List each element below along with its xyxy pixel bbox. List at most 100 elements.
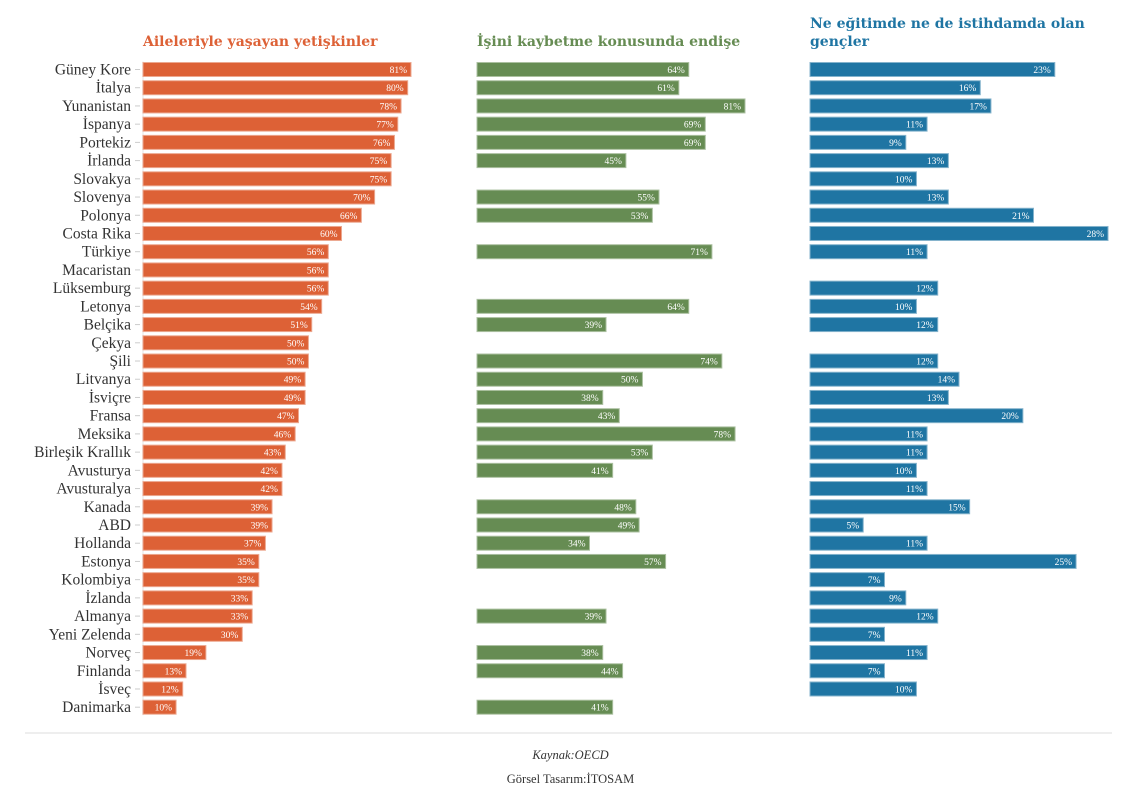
country-label: Macaristan — [62, 262, 131, 279]
value-label: 17% — [970, 102, 988, 112]
bar — [142, 371, 306, 387]
value-label: 50% — [287, 358, 305, 368]
value-label: 48% — [614, 503, 632, 513]
bar — [476, 444, 653, 460]
value-label: 7% — [868, 631, 881, 641]
country-label: İspanya — [83, 116, 131, 133]
value-label: 69% — [684, 139, 702, 149]
bars: 81% 80% 78% 77% 76% 75% 75% 70% 66%60% 56% 56% 56% 5… — [142, 62, 1109, 715]
bar — [142, 517, 273, 533]
value-label: 12% — [161, 685, 179, 695]
bar — [476, 371, 643, 387]
bar — [476, 189, 660, 205]
country-label: Slovakya — [73, 171, 131, 188]
value-label: 39% — [585, 613, 603, 623]
bar — [142, 553, 260, 569]
value-label: 28% — [1087, 230, 1105, 240]
bar — [809, 225, 1109, 241]
value-label: 42% — [261, 485, 279, 495]
bar — [476, 98, 746, 114]
value-label: 53% — [631, 449, 649, 459]
value-label: 5% — [847, 522, 860, 532]
bar — [809, 207, 1034, 223]
value-label: 12% — [916, 285, 934, 295]
country-label: Avusturya — [68, 462, 132, 479]
country-label: Almanya — [74, 608, 131, 625]
bar — [142, 116, 399, 132]
value-label: 13% — [927, 194, 945, 204]
country-label: İsviçre — [89, 389, 131, 406]
bar — [809, 62, 1056, 77]
bar — [476, 699, 614, 715]
value-label: 77% — [376, 121, 394, 131]
category-axis: Güney KoreİtalyaYunanistanİspanyaPorteki… — [34, 61, 144, 716]
bar — [142, 663, 187, 679]
value-label: 11% — [906, 485, 923, 495]
value-label: 11% — [906, 449, 923, 459]
country-label: Türkiye — [82, 244, 131, 261]
panel-title: gençler — [810, 34, 870, 50]
bar — [476, 153, 627, 169]
value-label: 57% — [644, 558, 662, 568]
bar — [142, 681, 184, 697]
value-label: 60% — [320, 230, 338, 240]
bar — [142, 80, 409, 96]
bar — [809, 244, 928, 260]
bar — [476, 499, 637, 515]
value-label: 61% — [657, 84, 675, 94]
bar — [476, 353, 723, 369]
panel-title: Aileleriyle yaşayan yetişkinler — [142, 34, 378, 50]
value-label: 51% — [290, 321, 308, 331]
bar — [142, 335, 309, 351]
value-label: 12% — [916, 613, 934, 623]
value-label: 38% — [581, 649, 599, 659]
value-label: 75% — [370, 157, 388, 167]
panel-title: Ne eğitimde ne de istihdamda olan — [810, 16, 1085, 32]
value-label: 11% — [906, 649, 923, 659]
country-label: Litvanya — [76, 371, 131, 388]
bar — [476, 317, 607, 333]
bar — [476, 517, 640, 533]
value-label: 54% — [300, 303, 318, 313]
bar — [476, 462, 614, 478]
bar — [142, 462, 283, 478]
bar — [809, 572, 885, 588]
country-label: Estonya — [81, 553, 131, 570]
bar — [142, 189, 376, 205]
bar — [476, 207, 653, 223]
value-label: 35% — [237, 576, 255, 586]
bar — [142, 280, 329, 296]
bar — [142, 134, 395, 150]
bar — [809, 444, 928, 460]
value-label: 19% — [184, 649, 202, 659]
bar — [142, 481, 283, 497]
bar — [476, 408, 620, 424]
bar — [476, 389, 604, 405]
value-label: 7% — [868, 576, 881, 586]
bar — [142, 298, 323, 314]
country-label: İzlanda — [85, 590, 131, 607]
value-label: 41% — [591, 704, 609, 714]
value-label: 45% — [604, 157, 622, 167]
bar — [809, 499, 971, 515]
country-label: Fransa — [90, 408, 131, 425]
country-label: Yeni Zelenda — [49, 626, 131, 643]
value-label: 70% — [353, 194, 371, 204]
bar — [476, 298, 690, 314]
value-label: 49% — [618, 522, 636, 532]
bar — [809, 408, 1024, 424]
source-note: Kaynak:OECD — [532, 748, 609, 762]
country-label: Norveç — [85, 645, 131, 662]
bar — [809, 626, 885, 642]
country-label: Güney Kore — [55, 62, 131, 79]
value-label: 49% — [284, 394, 302, 404]
value-label: 50% — [287, 339, 305, 349]
bar — [809, 517, 864, 533]
value-label: 41% — [591, 467, 609, 477]
value-label: 10% — [895, 467, 913, 477]
value-label: 38% — [581, 394, 599, 404]
bar — [809, 371, 960, 387]
value-label: 9% — [889, 594, 902, 604]
country-label: Portekiz — [79, 134, 131, 151]
value-label: 56% — [307, 248, 325, 258]
